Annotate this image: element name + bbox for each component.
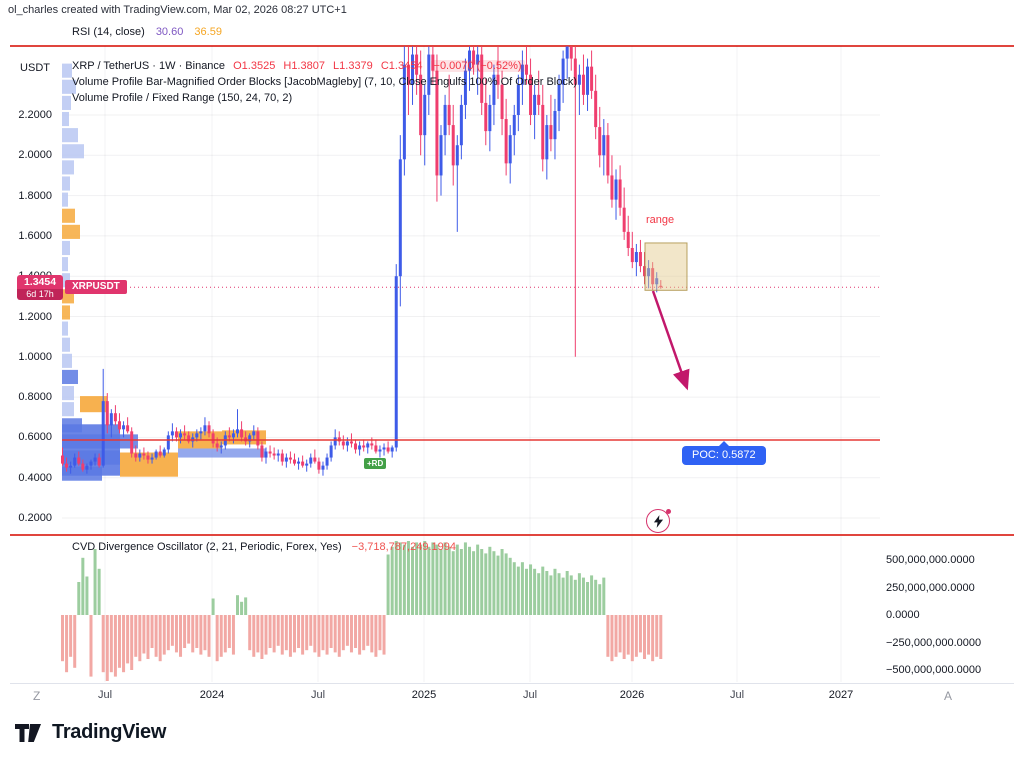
current-price-tag: 1.3454 6d 17h — [17, 275, 63, 300]
cvd-histogram — [61, 541, 663, 681]
symbol-title: XRP / TetherUS · 1W · Binance — [72, 60, 226, 72]
main-price-pane — [61, 46, 880, 481]
time-axis-label: 2025 — [411, 689, 437, 701]
ohlc-high: H1.3807 — [283, 60, 325, 72]
bar-countdown: 6d 17h — [17, 289, 63, 300]
axis-corner-letter-right: A — [944, 689, 953, 703]
pane-separator-mid[interactable] — [10, 534, 1014, 536]
cvd-axis-label: 0.0000 — [886, 609, 920, 621]
time-axis-label: Jul — [310, 689, 326, 701]
price-axis-label: 2.2000 — [18, 109, 52, 121]
rsi-legend[interactable]: RSI (14, close) 30.60 36.59 — [72, 26, 222, 38]
volume-profile — [62, 63, 138, 481]
symbol-legend-row: XRP / TetherUS · 1W · Binance O1.3525 H1… — [72, 58, 577, 74]
time-axis-label: 2027 — [828, 689, 854, 701]
attribution-text: ol_charles created with TradingView.com,… — [8, 4, 347, 16]
axis-corner-letter-left: Z — [33, 689, 41, 703]
price-axis-label: 1.8000 — [18, 189, 52, 202]
time-axis[interactable]: Jul 2024 Jul 2025 Jul 2026 Jul 2027 — [0, 686, 1024, 706]
rsi-title: RSI (14, close) — [72, 26, 145, 38]
candlestick-series — [61, 46, 663, 476]
tradingview-logo-icon — [15, 724, 41, 742]
time-axis-label: 2026 — [619, 689, 645, 701]
price-axis-label: 0.4000 — [18, 471, 52, 484]
tradingview-logo-text: TradingView — [52, 720, 167, 743]
lightning-dot-icon — [666, 509, 671, 514]
cvd-title: CVD Divergence Oscillator (2, 21, Period… — [72, 541, 342, 553]
time-axis-label: Jul — [97, 689, 113, 701]
poc-arrow-icon — [718, 441, 729, 446]
rsi-value-2: 36.59 — [194, 26, 222, 38]
price-axis-label: 2.0000 — [18, 149, 52, 162]
poc-label: POC: 0.5872 — [682, 441, 766, 465]
lightning-drawing-icon[interactable] — [646, 509, 671, 533]
ohlc-close: C1.3454 — [380, 60, 423, 72]
price-axis-label: 0.8000 — [18, 391, 52, 404]
time-axis-label: Jul — [729, 689, 745, 701]
indicator-legend-1[interactable]: Volume Profile Bar-Magnified Order Block… — [72, 76, 578, 88]
time-axis-label: 2024 — [199, 689, 225, 701]
pane-separator-top[interactable] — [10, 45, 1014, 47]
price-axis-currency: USDT — [20, 62, 50, 74]
projection-arrow[interactable] — [651, 290, 690, 391]
rsi-value-1: 30.60 — [155, 26, 184, 38]
ohlc-low: L1.3379 — [333, 60, 373, 72]
main-legend[interactable]: XRP / TetherUS · 1W · Binance O1.3525 H1… — [72, 58, 577, 106]
time-axis-separator — [10, 683, 1014, 684]
price-axis-label: 1.0000 — [18, 350, 52, 363]
price-change: −0.0070 (−0.52%) — [430, 60, 525, 72]
symbol-price-label: XRPUSDT — [65, 280, 127, 294]
fixed-range-box[interactable] — [644, 242, 688, 291]
range-annotation[interactable]: range — [646, 214, 675, 226]
price-axis-label: 0.6000 — [18, 431, 52, 444]
cvd-value: −3,718,787,249.1994 — [351, 541, 456, 553]
indicator-legend-2[interactable]: Volume Profile / Fixed Range (150, 24, 7… — [72, 92, 293, 104]
time-axis-label: Jul — [522, 689, 538, 701]
price-axis-label: 1.2000 — [18, 310, 52, 323]
cvd-axis-label: 250,000,000.0000 — [886, 582, 975, 594]
current-price-value: 1.3454 — [17, 275, 63, 289]
price-axis[interactable]: USDT 2.20002.00001.80001.60001.40001.200… — [0, 46, 56, 534]
cvd-axis-label: −250,000,000.0000 — [886, 637, 982, 649]
cvd-value-axis[interactable]: 500,000,000.0000 250,000,000.0000 0.0000 −2… — [884, 541, 1020, 683]
rd-signal-tag: +RD — [364, 458, 387, 469]
cvd-legend[interactable]: CVD Divergence Oscillator (2, 21, Period… — [72, 541, 456, 553]
price-axis-label: 1.6000 — [18, 229, 52, 242]
lightning-bolt-icon — [653, 514, 663, 528]
price-axis-label: 0.2000 — [18, 512, 52, 524]
poc-text: POC: 0.5872 — [692, 449, 756, 461]
cvd-axis-label: −500,000,000.0000 — [886, 664, 982, 676]
cvd-axis-label: 500,000,000.0000 — [886, 554, 975, 566]
tradingview-logo[interactable]: TradingView — [12, 716, 166, 748]
ohlc-open: O1.3525 — [233, 60, 276, 72]
